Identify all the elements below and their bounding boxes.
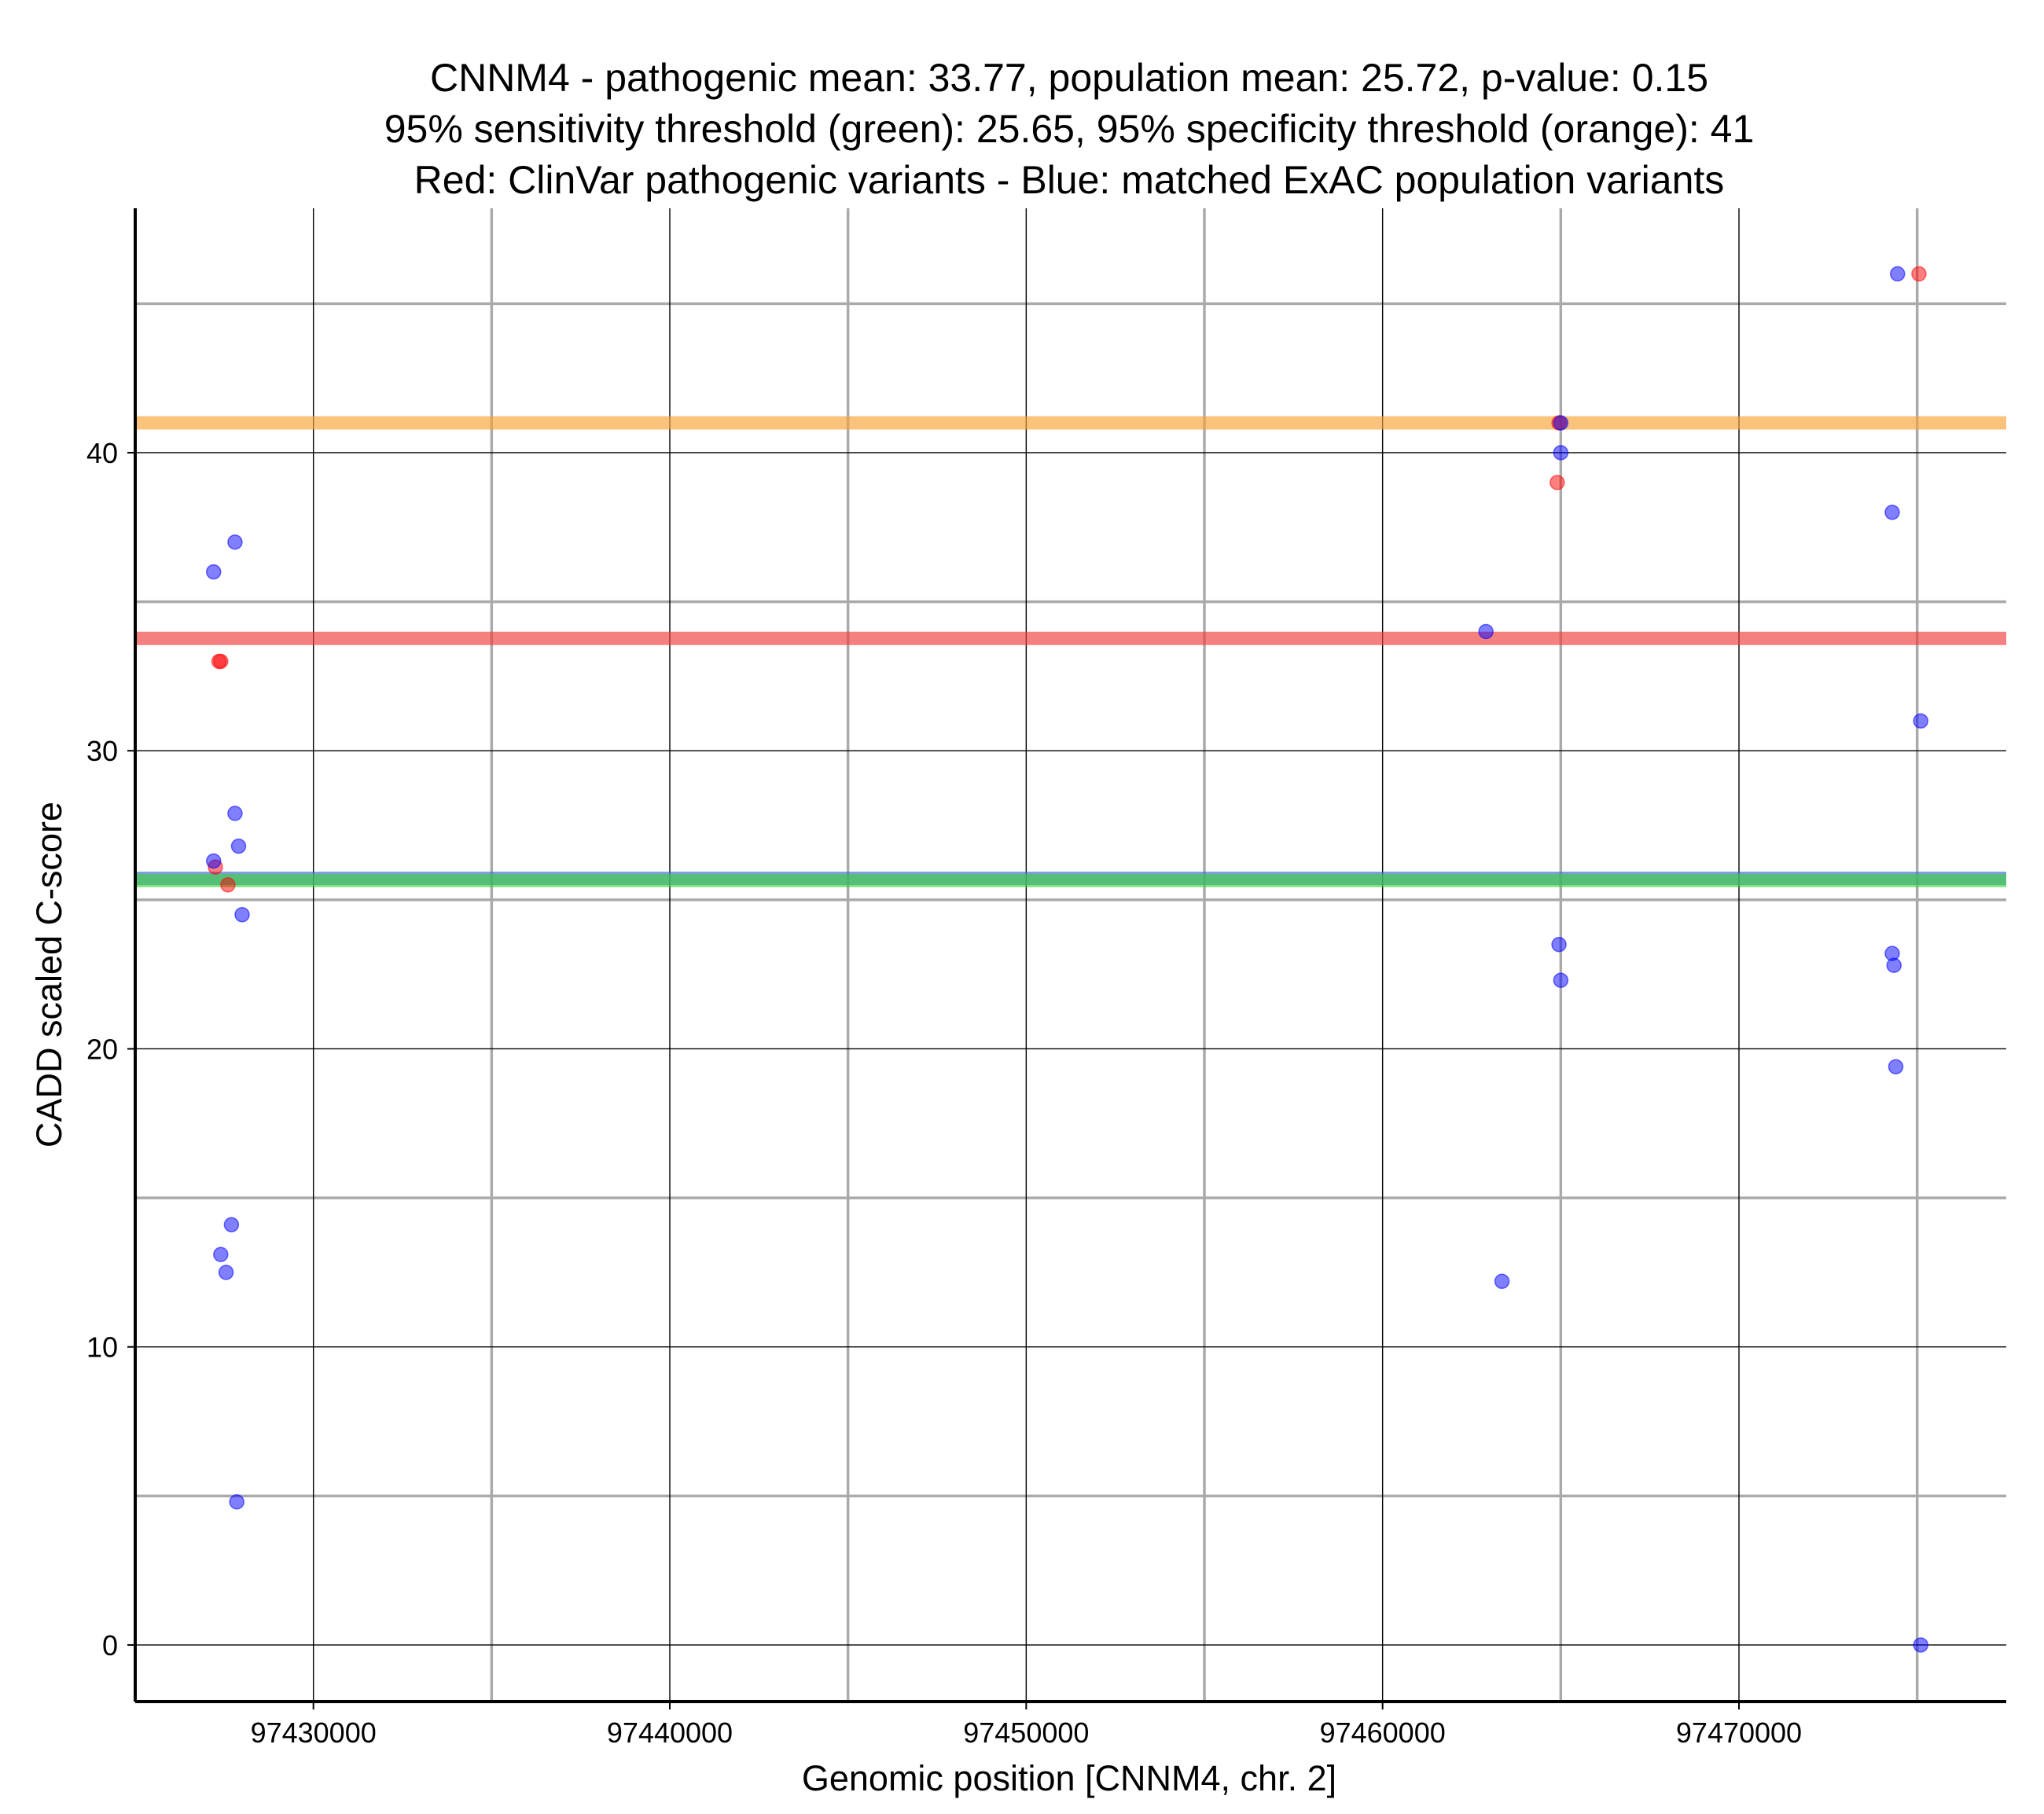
x-tick-label: 97440000 bbox=[607, 1717, 733, 1749]
population-point bbox=[1553, 972, 1569, 988]
population-point bbox=[234, 907, 250, 923]
population-point bbox=[223, 1217, 240, 1232]
population-point bbox=[227, 806, 243, 821]
major-gridlines bbox=[135, 208, 2006, 1702]
population-point bbox=[1553, 445, 1569, 461]
x-tick-label: 97460000 bbox=[1320, 1717, 1446, 1749]
population-point bbox=[1551, 936, 1567, 953]
population-point bbox=[229, 1494, 244, 1510]
minor-gridlines bbox=[135, 208, 2006, 1702]
x-tick-label: 97450000 bbox=[963, 1717, 1089, 1749]
axes bbox=[134, 208, 2006, 1703]
population-point bbox=[1553, 415, 1569, 431]
population-point bbox=[1494, 1273, 1510, 1290]
title-line-2: 95% sensitivity threshold (green): 25.65… bbox=[384, 107, 1755, 151]
population-point bbox=[205, 564, 222, 580]
chart-title: CNNM4 - pathogenic mean: 33.77, populati… bbox=[384, 56, 1755, 202]
y-tick-labels: 0 10 20 30 40 bbox=[86, 437, 135, 1662]
y-tick-label: 0 bbox=[102, 1629, 118, 1662]
title-line-1: CNNM4 - pathogenic mean: 33.77, populati… bbox=[430, 56, 1708, 100]
population-point bbox=[1478, 623, 1494, 640]
y-tick-label: 40 bbox=[86, 437, 118, 469]
population-point bbox=[1884, 505, 1900, 520]
population-point bbox=[1913, 1637, 1928, 1653]
y-tick-label: 20 bbox=[86, 1033, 118, 1065]
population-point bbox=[1888, 1059, 1904, 1074]
population-point bbox=[205, 853, 222, 869]
y-tick-label: 10 bbox=[86, 1331, 118, 1364]
population-point bbox=[1889, 266, 1906, 282]
pathogenic-point bbox=[1911, 266, 1927, 282]
x-tick-labels: 97430000 97440000 97450000 97460000 97470000 bbox=[251, 1702, 1802, 1749]
pathogenic-point bbox=[213, 653, 229, 670]
data-points bbox=[205, 266, 1928, 1653]
x-tick-label: 97470000 bbox=[1676, 1717, 1802, 1749]
population-point bbox=[213, 1247, 229, 1262]
title-line-3: Red: ClinVar pathogenic variants - Blue:… bbox=[414, 158, 1725, 202]
population-point bbox=[1913, 713, 1928, 729]
pathogenic-point bbox=[220, 877, 236, 893]
population-point bbox=[230, 838, 247, 854]
population-point bbox=[218, 1265, 234, 1280]
y-axis-title: CADD scaled C-score bbox=[29, 802, 69, 1148]
population-point bbox=[227, 534, 243, 550]
population-point bbox=[1886, 957, 1902, 974]
y-tick-label: 30 bbox=[86, 735, 118, 767]
x-tick-label: 97430000 bbox=[251, 1717, 377, 1749]
reference-lines bbox=[135, 416, 2006, 887]
x-axis-title: Genomic position [CNNM4, chr. 2] bbox=[802, 1758, 1336, 1798]
pathogenic-point bbox=[1550, 475, 1565, 490]
